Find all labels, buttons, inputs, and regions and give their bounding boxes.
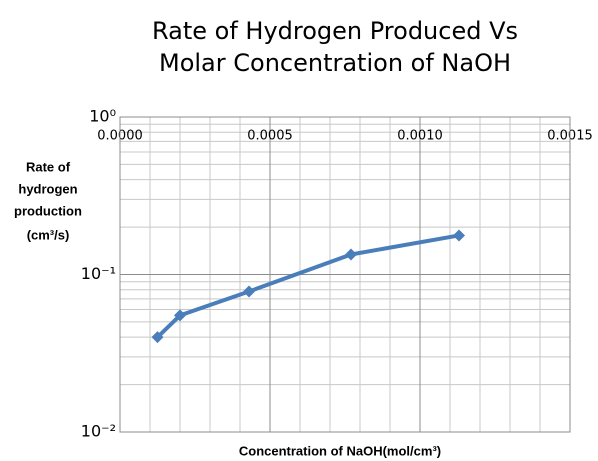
y-axis-label: production bbox=[14, 203, 82, 218]
chart-title: Molar Concentration of NaOH bbox=[159, 49, 511, 77]
y-axis-label: (cm³/s) bbox=[27, 227, 70, 242]
data-point bbox=[345, 248, 357, 261]
y-tick-label: 10⁰ bbox=[89, 107, 116, 126]
y-axis-label: Rate of bbox=[26, 159, 71, 174]
plot-border bbox=[119, 116, 571, 433]
x-tick-label: 0.0005 bbox=[247, 129, 293, 144]
data-point bbox=[174, 309, 186, 322]
data-point bbox=[453, 229, 465, 242]
data-point bbox=[151, 331, 164, 344]
x-tick-label: 0.0010 bbox=[397, 129, 443, 144]
data-point bbox=[243, 285, 255, 298]
y-axis-label: hydrogen bbox=[18, 181, 77, 196]
y-tick-label: 10⁻² bbox=[81, 422, 116, 441]
y-tick-label: 10⁻¹ bbox=[81, 264, 116, 283]
x-axis-label: Concentration of NaOH(mol/cm³) bbox=[239, 443, 441, 458]
chart-title: Rate of Hydrogen Produced Vs bbox=[152, 17, 518, 45]
